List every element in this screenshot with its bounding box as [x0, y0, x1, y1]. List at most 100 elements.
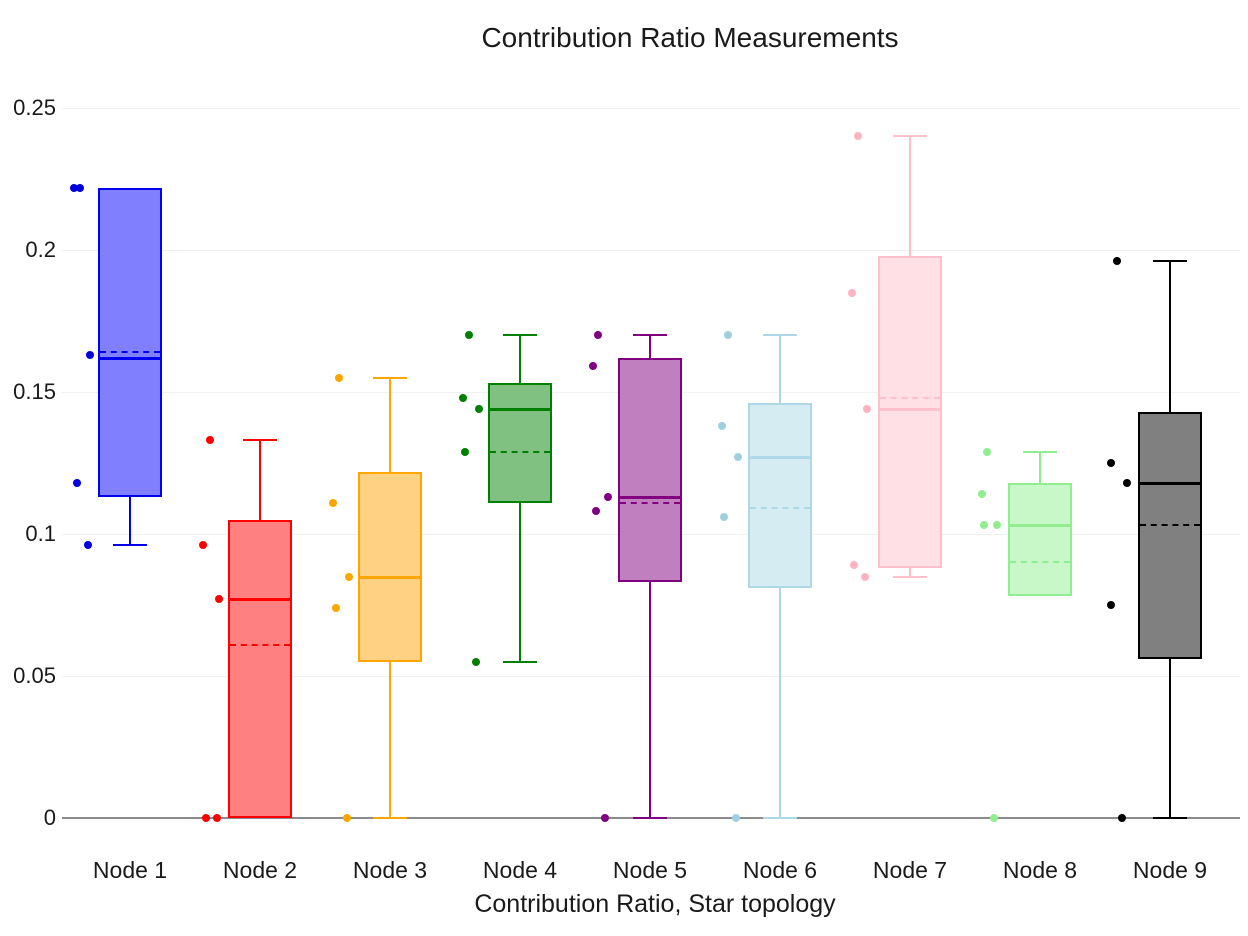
- strip-point: [724, 331, 732, 340]
- median-line: [748, 456, 812, 460]
- upper-whisker-cap: [763, 334, 797, 337]
- strip-point: [1118, 814, 1126, 822]
- strip-point: [472, 657, 480, 666]
- strip-point: [594, 331, 602, 340]
- y-tick-label: 0.25: [13, 95, 56, 120]
- strip-point: [70, 183, 78, 192]
- box-node-7: [878, 255, 942, 569]
- upper-whisker-cap: [893, 135, 927, 138]
- upper-whisker-line: [1169, 261, 1171, 412]
- strip-point: [861, 572, 869, 581]
- x-tick-label: Node 7: [872, 857, 948, 883]
- strip-point: [848, 288, 856, 297]
- box-node-1: [98, 187, 162, 498]
- strip-point: [73, 478, 81, 487]
- strip-point: [343, 814, 351, 822]
- upper-whisker-cap: [373, 376, 407, 379]
- strip-point: [345, 572, 353, 581]
- box-node-6: [748, 403, 812, 588]
- x-tick-label: Node 1: [92, 857, 168, 883]
- mean-line: [490, 450, 550, 453]
- strip-point: [980, 521, 988, 530]
- upper-whisker-cap: [633, 334, 667, 337]
- lower-whisker-cap: [113, 544, 147, 547]
- box-node-2: [228, 519, 292, 818]
- x-axis-label: Contribution Ratio, Star topology: [474, 890, 836, 918]
- strip-point: [1113, 257, 1121, 266]
- strip-point: [732, 814, 740, 822]
- mean-line: [100, 351, 160, 354]
- strip-point: [601, 814, 609, 822]
- upper-whisker-line: [389, 377, 391, 472]
- strip-point: [332, 603, 340, 612]
- x-tick-label: Node 2: [222, 857, 298, 883]
- lower-whisker-cap: [1153, 817, 1187, 819]
- x-tick-label: Node 5: [612, 857, 688, 883]
- median-line: [618, 496, 682, 500]
- box-node-4: [488, 383, 552, 503]
- upper-whisker-cap: [1153, 260, 1187, 263]
- upper-whisker-cap: [503, 334, 537, 337]
- strip-point: [718, 422, 726, 431]
- median-line: [488, 408, 552, 412]
- y-tick-label: 0.15: [13, 379, 56, 404]
- strip-point: [206, 436, 214, 445]
- gridline: [62, 676, 1240, 677]
- y-tick-label: 0: [43, 805, 56, 830]
- mean-line: [620, 501, 680, 504]
- strip-point: [734, 453, 742, 462]
- upper-whisker-line: [779, 335, 781, 404]
- strip-point: [329, 498, 337, 507]
- strip-point: [863, 405, 871, 414]
- box-node-8: [1008, 482, 1072, 597]
- strip-point: [589, 362, 597, 371]
- strip-point: [86, 351, 94, 360]
- lower-whisker-line: [519, 502, 521, 662]
- strip-point: [978, 490, 986, 499]
- strip-point: [199, 541, 207, 550]
- upper-whisker-line: [649, 335, 651, 358]
- strip-point: [76, 183, 84, 192]
- strip-point: [215, 595, 223, 604]
- lower-whisker-cap: [503, 660, 537, 663]
- mean-line: [230, 643, 290, 646]
- strip-point: [1107, 601, 1115, 609]
- strip-point: [850, 561, 858, 570]
- strip-point: [84, 541, 92, 550]
- y-tick-label: 0.1: [25, 521, 56, 546]
- strip-point: [592, 507, 600, 516]
- y-tick-label: 0.05: [13, 663, 56, 688]
- lower-whisker-cap: [893, 575, 927, 578]
- strip-point: [604, 493, 612, 502]
- median-line: [228, 598, 292, 602]
- y-tick-label: 0.2: [25, 237, 56, 262]
- x-tick-label: Node 6: [742, 857, 818, 883]
- median-line: [878, 408, 942, 412]
- strip-point: [993, 521, 1001, 530]
- x-tick-label: Node 3: [352, 857, 428, 883]
- strip-point: [854, 132, 862, 141]
- mean-line: [360, 575, 420, 578]
- median-line: [1138, 481, 1202, 485]
- strip-point: [990, 814, 998, 822]
- strip-point: [335, 373, 343, 382]
- x-tick-label: Node 4: [482, 857, 558, 883]
- lower-whisker-line: [649, 582, 651, 818]
- chart-title: Contribution Ratio Measurements: [481, 22, 899, 53]
- mean-line: [1140, 524, 1200, 527]
- strip-point: [202, 814, 210, 822]
- upper-whisker-cap: [1023, 450, 1057, 453]
- strip-point: [720, 512, 728, 521]
- upper-whisker-line: [259, 440, 261, 520]
- mean-line: [880, 396, 940, 399]
- strip-point: [459, 393, 467, 402]
- upper-whisker-line: [909, 136, 911, 256]
- strip-point: [461, 447, 469, 456]
- lower-whisker-line: [909, 568, 911, 577]
- box-node-9: [1138, 411, 1202, 659]
- strip-point: [1123, 478, 1131, 487]
- upper-whisker-cap: [243, 439, 277, 442]
- lower-whisker-cap: [373, 817, 407, 819]
- lower-whisker-line: [129, 497, 131, 546]
